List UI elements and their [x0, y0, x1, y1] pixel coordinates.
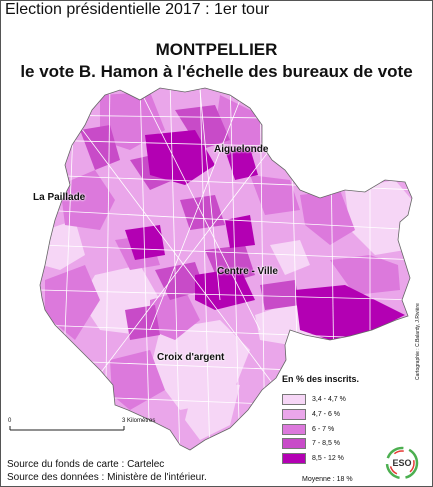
source-basemap: Source du fonds de carte : Cartelec [7, 459, 165, 470]
legend-label-1: 3,4 - 4,7 % [312, 395, 346, 403]
district-label-aiguelonde: Aiguelonde [214, 144, 269, 155]
district-label-croix-dargent: Croix d'argent [157, 352, 225, 363]
cartography-credit: Cartographie : C.Balardy, J.Rivière [415, 303, 421, 380]
legend-swatch-2 [282, 408, 306, 420]
scale-end-label: 3 Kilomètres [122, 418, 156, 424]
legend-swatch-3 [282, 423, 306, 435]
source-data: Source des données : Ministère de l'inté… [7, 472, 207, 483]
legend-swatch-4 [282, 437, 306, 449]
legend-item: 6 - 7 % [282, 423, 334, 435]
legend-label-5: 8,5 - 12 % [312, 454, 344, 462]
legend-label-3: 6 - 7 % [312, 425, 335, 433]
logo-text: ESO [392, 458, 411, 468]
legend-label-2: 4,7 - 6 % [312, 410, 341, 418]
legend-item: 8,5 - 12 % [282, 452, 344, 464]
city-outline [39, 87, 413, 451]
election-label: Election présidentielle 2017 : 1er tour [5, 1, 270, 18]
scale-bar [9, 426, 125, 431]
legend-title: En % des inscrits. [282, 374, 360, 384]
legend-swatch-1 [282, 393, 306, 405]
map-subtitle: le vote B. Hamon à l'échelle des bureaux… [20, 62, 413, 81]
legend-item: 3,4 - 4,7 % [282, 393, 346, 405]
legend-item: 4,7 - 6 % [282, 408, 340, 420]
scale-start-label: 0 [8, 418, 12, 424]
district-label-centre-ville: Centre - Ville [217, 266, 278, 277]
map-title: MONTPELLIER [155, 40, 278, 59]
district-label-la-paillade: La Paillade [33, 192, 86, 203]
legend-label-4: 7 - 8,5 % [312, 439, 341, 447]
eso-logo: ESO [385, 446, 419, 480]
average-label: Moyenne : 18 % [302, 476, 353, 483]
legend-item: 7 - 8,5 % [282, 437, 340, 449]
legend-swatch-5 [282, 452, 306, 464]
